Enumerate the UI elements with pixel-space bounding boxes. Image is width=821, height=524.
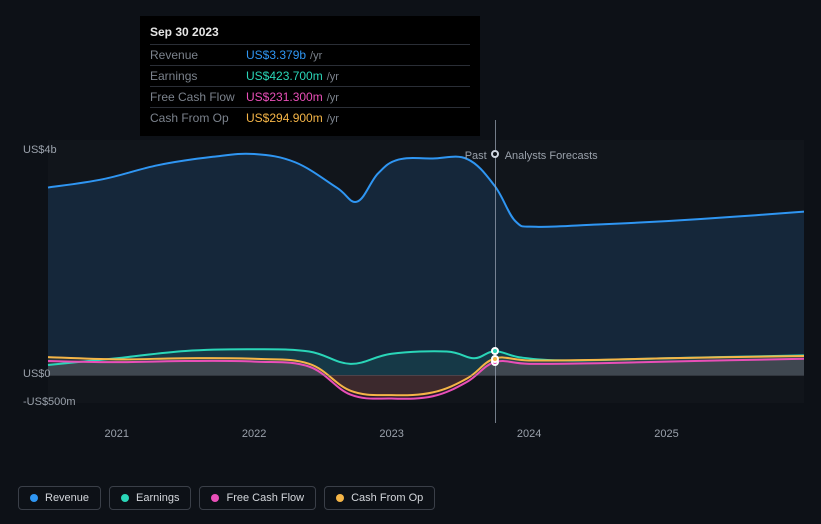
legend-item[interactable]: Free Cash Flow [199, 486, 316, 510]
cursor-line [495, 120, 496, 423]
x-axis-tick: 2023 [379, 428, 403, 440]
legend-item[interactable]: Earnings [109, 486, 191, 510]
tooltip-row-suffix: /yr [327, 113, 339, 125]
forecast-label: Analysts Forecasts [505, 150, 598, 162]
tooltip-row-label: Cash From Op [150, 111, 246, 125]
tooltip-row: RevenueUS$3.379b/yr [150, 44, 470, 65]
tooltip-row-suffix: /yr [310, 50, 322, 62]
tooltip-row-label: Free Cash Flow [150, 90, 246, 104]
legend-item[interactable]: Cash From Op [324, 486, 435, 510]
chart-area[interactable]: US$4b US$0 -US$500m 2021 2022 2023 2024 2025 Pas… [18, 120, 804, 444]
x-axis-tick: 2024 [517, 428, 541, 440]
legend-label: Earnings [136, 492, 179, 504]
y-axis-tick: US$0 [23, 368, 51, 380]
legend-item[interactable]: Revenue [18, 486, 101, 510]
past-label: Past [465, 150, 487, 162]
divider-marker [491, 150, 499, 158]
tooltip-row-value: US$3.379b [246, 48, 306, 62]
chart-container: US$4b US$0 -US$500m 2021 2022 2023 2024 2025 Pas… [0, 0, 821, 524]
tooltip-row: Free Cash FlowUS$231.300m/yr [150, 86, 470, 107]
y-axis-tick: -US$500m [23, 396, 76, 408]
tooltip-date: Sep 30 2023 [150, 22, 470, 44]
y-axis-tick: US$4b [23, 144, 57, 156]
legend-label: Revenue [45, 492, 89, 504]
x-axis-tick: 2025 [654, 428, 678, 440]
legend-dot-icon [30, 494, 38, 502]
tooltip-row-label: Earnings [150, 69, 246, 83]
legend-dot-icon [336, 494, 344, 502]
x-axis-tick: 2022 [242, 428, 266, 440]
legend-dot-icon [211, 494, 219, 502]
tooltip-row-value: US$231.300m [246, 90, 323, 104]
tooltip-row: EarningsUS$423.700m/yr [150, 65, 470, 86]
tooltip-row-value: US$294.900m [246, 111, 323, 125]
tooltip-row-value: US$423.700m [246, 69, 323, 83]
series-marker [491, 355, 499, 363]
legend-label: Free Cash Flow [226, 492, 304, 504]
tooltip-row-suffix: /yr [327, 71, 339, 83]
tooltip-row-suffix: /yr [327, 92, 339, 104]
tooltip-row: Cash From OpUS$294.900m/yr [150, 107, 470, 128]
legend-dot-icon [121, 494, 129, 502]
legend: Revenue Earnings Free Cash Flow Cash From O… [18, 486, 435, 510]
chart-svg [18, 120, 804, 444]
x-axis-tick: 2021 [104, 428, 128, 440]
legend-label: Cash From Op [351, 492, 423, 504]
tooltip-row-label: Revenue [150, 48, 246, 62]
data-tooltip: Sep 30 2023 RevenueUS$3.379b/yrEarningsU… [140, 16, 480, 136]
